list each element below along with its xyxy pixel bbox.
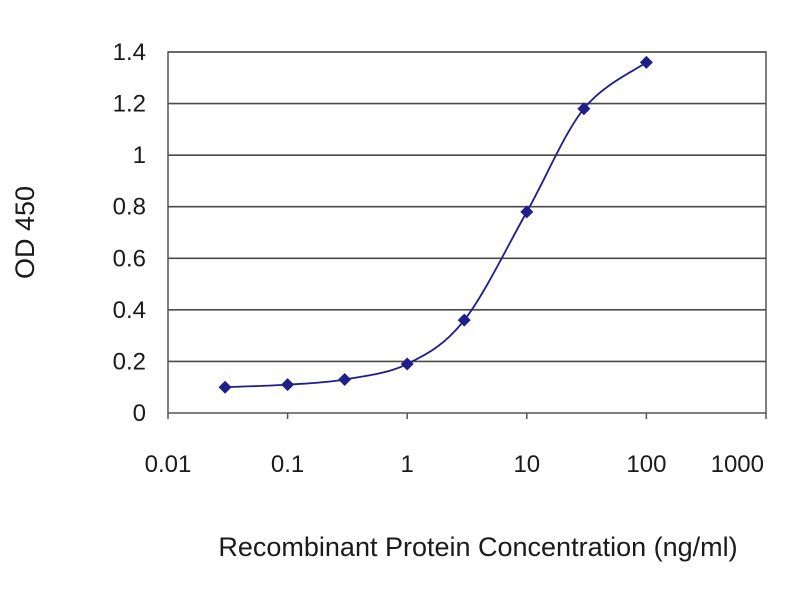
- x-tick-label: 0.01: [145, 451, 192, 478]
- x-axis-tick-marks: [167, 413, 767, 419]
- y-tick-label: 0.2: [113, 348, 146, 375]
- x-tick-label: 0.1: [271, 451, 304, 478]
- x-axis-title: Recombinant Protein Concentration (ng/ml…: [218, 532, 737, 562]
- x-tick-label: 10: [513, 451, 540, 478]
- data-point-marker: [577, 102, 591, 116]
- series-line: [225, 61, 647, 389]
- data-point-marker: [520, 205, 534, 219]
- y-tick-label: 0.6: [113, 245, 146, 272]
- x-tick-label: 100: [626, 451, 666, 478]
- y-tick-label: 1.4: [113, 39, 146, 66]
- y-tick-label: 0.8: [113, 194, 146, 221]
- x-tick-label: 1: [401, 451, 414, 478]
- data-point-marker: [639, 55, 653, 69]
- x-tick-label: 1000: [711, 451, 764, 478]
- plot-area-frame: [167, 51, 767, 414]
- y-axis-title: OD 450: [10, 186, 40, 279]
- y-axis-tick-labels: 0 0.2 0.4 0.6 0.8 1 1.2 1.4: [113, 39, 146, 427]
- data-point-marker: [281, 378, 295, 392]
- series-layer: [218, 55, 653, 394]
- y-tick-label: 0: [133, 400, 146, 427]
- y-tick-label: 1.2: [113, 91, 146, 118]
- y-tick-label: 0.4: [113, 297, 146, 324]
- data-point-marker: [338, 372, 352, 386]
- y-tick-label: 1: [133, 142, 146, 169]
- data-point-marker: [218, 380, 232, 394]
- data-point-marker: [457, 313, 471, 327]
- x-axis-tick-labels: 0.01 0.1 1 10 100 1000: [145, 451, 764, 478]
- data-point-marker: [400, 357, 414, 371]
